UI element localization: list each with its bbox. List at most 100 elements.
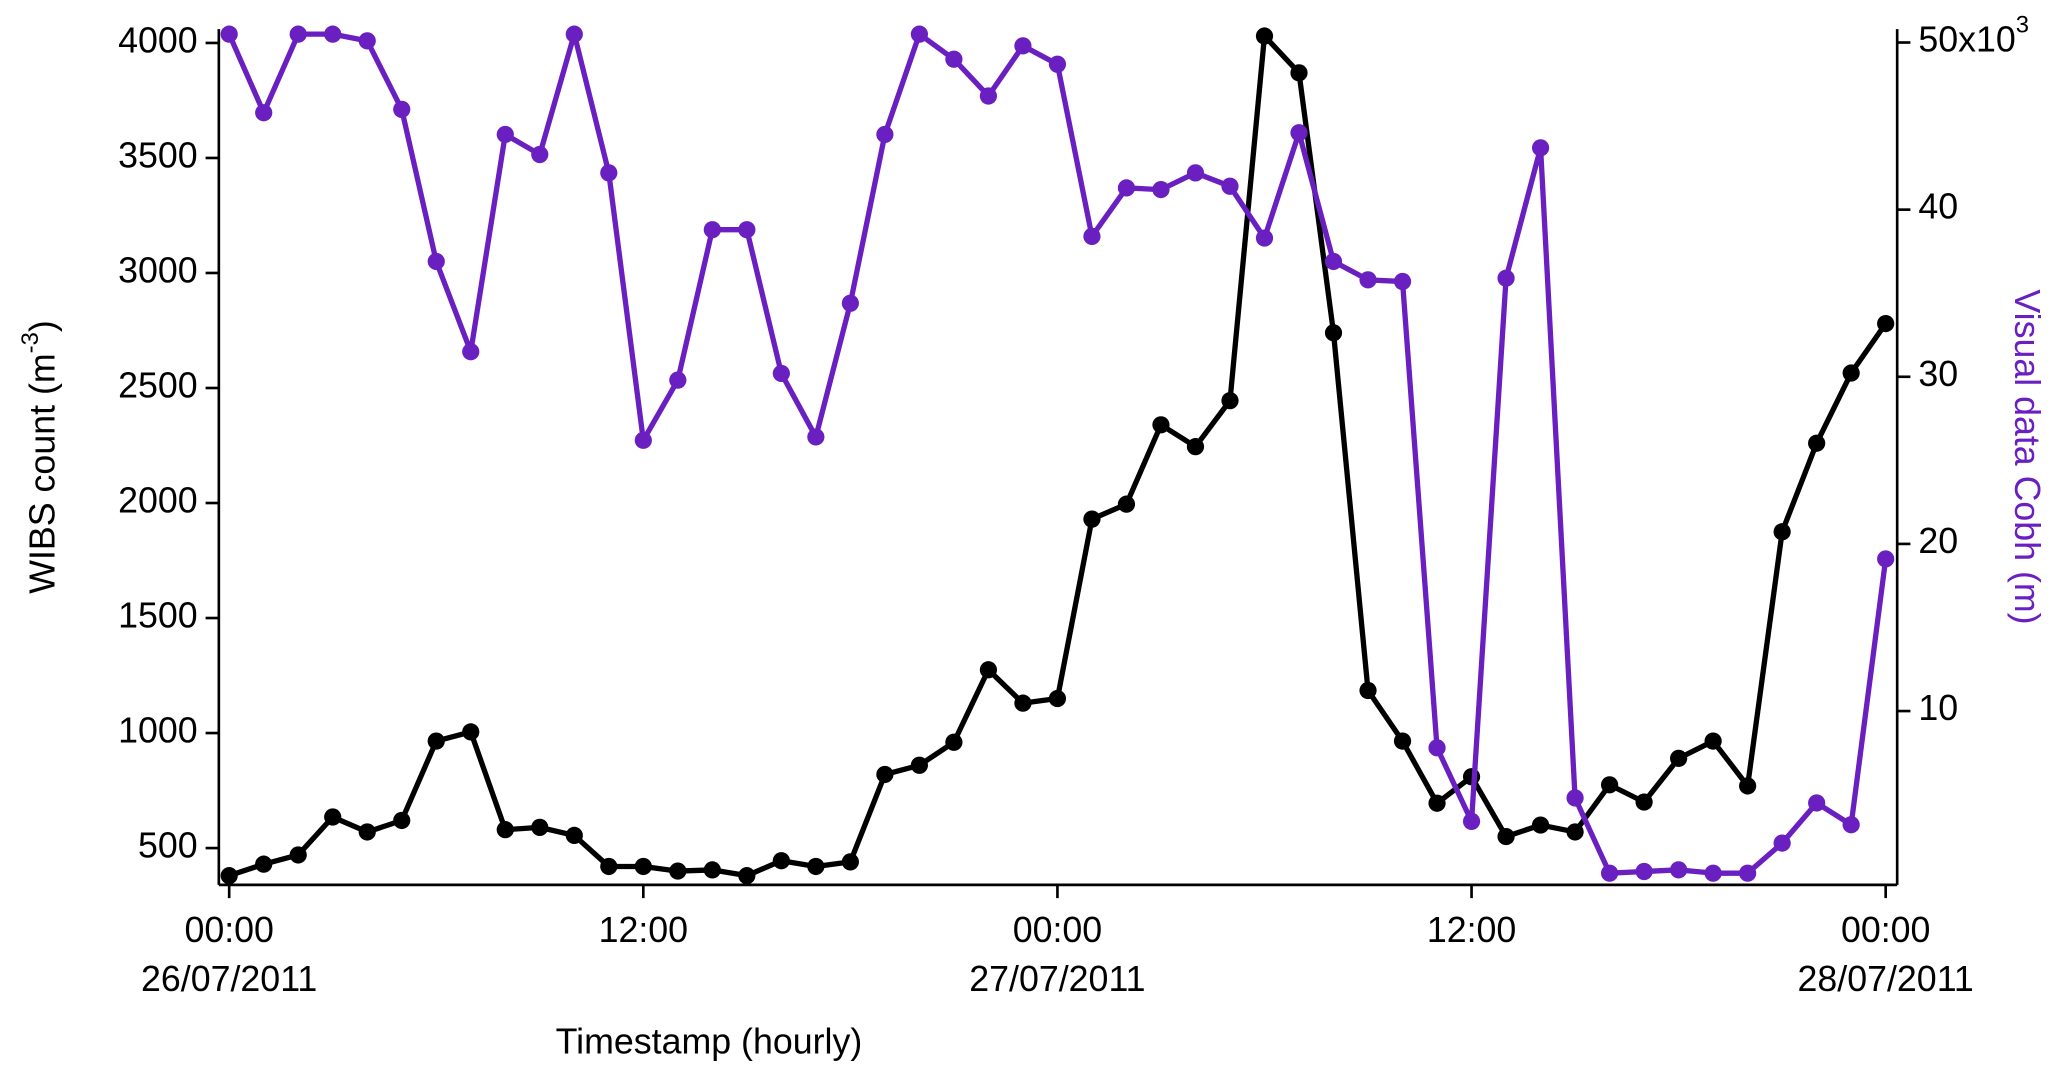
series-point (1808, 434, 1826, 452)
series-point (600, 857, 618, 876)
x-tick-label: 12:00 (1427, 910, 1516, 950)
series-point (1048, 689, 1067, 708)
series-line (228, 33, 1888, 879)
series-point (1152, 180, 1170, 199)
series-point (1704, 732, 1722, 750)
series-point (703, 221, 721, 239)
series-point (255, 855, 273, 873)
series-point (565, 826, 583, 845)
series-point (1842, 816, 1860, 834)
series-point (669, 371, 687, 389)
series-point (841, 853, 859, 871)
series-point (1877, 550, 1895, 568)
series-point (876, 765, 894, 784)
series-point (1497, 269, 1515, 287)
x-axis-label: Timestamp (hourly) (556, 1021, 863, 1061)
x-tick-label: 00:00 (1013, 910, 1102, 950)
series-point (1773, 523, 1791, 541)
series-point (703, 861, 721, 879)
series-point (462, 723, 480, 741)
series-point (1359, 271, 1377, 289)
series-point (1014, 37, 1032, 55)
series-point (427, 252, 445, 271)
series-point (220, 867, 238, 885)
y-tick-label: 2500 (118, 365, 198, 405)
series-point (1221, 177, 1239, 195)
y-tick-label: 3000 (118, 250, 198, 290)
x-tick-label: 27/07/2011 (969, 959, 1145, 999)
series-point (393, 811, 411, 830)
series-point (1393, 272, 1412, 291)
series-point (427, 732, 445, 750)
series-point (1704, 864, 1722, 882)
series-point (531, 145, 549, 164)
x-tick-label: 12:00 (599, 910, 688, 950)
y-tick-label: 1000 (118, 711, 198, 751)
series-point (1808, 794, 1826, 812)
x-tick-label: 00:00 (184, 910, 273, 950)
series-point (1600, 776, 1619, 794)
series-point (1255, 229, 1274, 247)
series-point (255, 104, 273, 122)
series-point (1290, 64, 1308, 82)
series-point (1014, 694, 1032, 712)
series-point (1359, 681, 1377, 700)
y-tick-label: 1500 (118, 595, 198, 635)
series-point (1393, 732, 1412, 750)
series-point (772, 852, 790, 870)
y2-tick-label-exponent: 3 (2016, 12, 2029, 39)
x-tick-label: 28/07/2011 (1798, 959, 1974, 999)
series-point (1531, 139, 1550, 157)
series-point (289, 25, 307, 43)
y-axis-label: WIBS count (m-3) (17, 320, 62, 593)
series-point (531, 818, 549, 836)
series-point (807, 857, 825, 876)
series-point (462, 343, 480, 361)
series-point (910, 756, 929, 774)
series-point (1186, 438, 1205, 456)
y-axis-label-text: ) (23, 320, 63, 332)
series-point (358, 32, 376, 50)
series-point (1670, 861, 1688, 879)
y2-tick-label-text: 50x10 (1918, 20, 2015, 60)
series-point (1117, 495, 1136, 513)
series-point (1739, 777, 1757, 795)
y-tick-label: 4000 (118, 20, 198, 60)
y2-tick-label-text: 20 (1918, 521, 1958, 561)
series-point (1566, 823, 1584, 841)
series-point (1877, 314, 1895, 333)
y2-tick-label: 10 (1918, 689, 1958, 729)
y2-tick-label: 50x103 (1918, 12, 2029, 60)
series-point (1462, 812, 1481, 830)
x-tick-label: 26/07/2011 (141, 959, 317, 999)
series-point (565, 25, 583, 43)
series-point (1773, 834, 1791, 852)
y-axis-label-text: WIBS count (m (23, 353, 63, 593)
series-point (1566, 789, 1584, 807)
series-point (669, 862, 687, 880)
series-point (1048, 55, 1067, 73)
series-point (876, 125, 894, 144)
series-point (1221, 392, 1239, 410)
series-point (1186, 164, 1205, 182)
y-axis-label-exponent: -3 (17, 332, 44, 353)
series-point (634, 857, 652, 876)
series-point (841, 294, 859, 312)
series-point (1152, 416, 1170, 434)
series-point (1600, 864, 1619, 882)
y2-tick-label-text: 40 (1918, 187, 1958, 227)
series-point (738, 867, 756, 885)
series-point (1428, 739, 1446, 757)
series-point (979, 661, 998, 679)
series-point (945, 50, 963, 68)
y-tick-label: 2000 (118, 480, 198, 520)
series-point (910, 25, 929, 43)
series-point (1739, 864, 1757, 882)
series-point (945, 733, 963, 751)
y2-tick-label-text: 30 (1918, 354, 1958, 394)
series-point (738, 221, 756, 239)
y-tick-label: 500 (138, 826, 198, 866)
series-point (1670, 749, 1688, 767)
